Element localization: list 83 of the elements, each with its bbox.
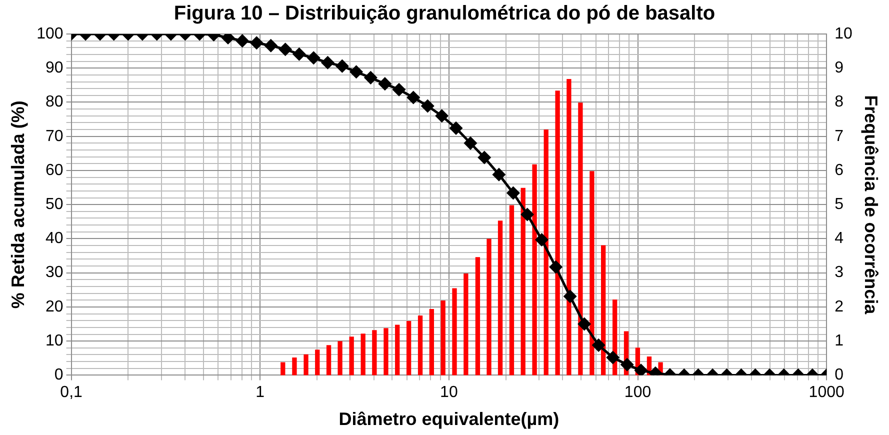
bar (532, 164, 537, 376)
bar (304, 354, 308, 376)
x-tick-label: 100 (624, 384, 652, 402)
y2-tick-label: 9 (834, 60, 844, 77)
point (450, 122, 462, 134)
bar (452, 288, 457, 376)
bar (600, 245, 606, 376)
bar (326, 345, 332, 376)
bar (464, 274, 468, 376)
y-tick-label: 40 (46, 230, 64, 248)
bar (520, 188, 526, 376)
point (307, 52, 320, 64)
bar (349, 336, 354, 376)
y-tick-label: 0 (54, 366, 64, 384)
bar (590, 171, 594, 376)
bar (406, 320, 412, 376)
y-tick-label: 80 (46, 94, 64, 111)
point (535, 233, 548, 246)
bar (486, 238, 492, 376)
y2-tick-label: 4 (834, 230, 844, 248)
point (464, 136, 477, 150)
point (279, 43, 292, 56)
bar (498, 220, 503, 376)
y2-tick-label: 0 (834, 366, 844, 384)
x-tick-label: 1 (256, 384, 265, 402)
bar (509, 205, 514, 376)
y-tick-label: 100 (36, 25, 64, 42)
point (506, 186, 520, 200)
bar (418, 316, 423, 376)
bar (578, 102, 583, 376)
y2-tick-label: 10 (834, 25, 852, 42)
x-tick-label: 0,1 (60, 384, 83, 402)
bar (338, 341, 342, 376)
bar (372, 330, 377, 376)
bar (555, 90, 560, 376)
bar (280, 362, 286, 376)
bar (315, 350, 320, 376)
y2-tick-label: 2 (834, 298, 844, 316)
point (436, 110, 448, 122)
point (521, 208, 534, 221)
point (321, 56, 334, 69)
x-tick-label: 1000 (808, 384, 844, 402)
y2-tick-label: 5 (834, 196, 844, 214)
y-tick-label: 90 (46, 60, 64, 77)
bar (384, 328, 388, 376)
point (364, 71, 377, 84)
y2-axis-title: Frequência de ocorrência (861, 95, 882, 316)
bar (566, 79, 572, 376)
y2-tick-label: 8 (834, 94, 844, 111)
point (492, 168, 506, 181)
y2-tick-label: 7 (834, 128, 844, 145)
bar (475, 257, 480, 376)
point (336, 60, 348, 72)
y2-tick-label: 1 (834, 332, 844, 350)
point (478, 151, 491, 164)
point (407, 91, 420, 104)
y-tick-label: 60 (46, 162, 64, 179)
bar (395, 324, 400, 376)
y2-tick-label: 6 (834, 162, 844, 179)
x-axis-title: Diâmetro equivalente(µm) (338, 409, 560, 430)
bar (440, 300, 446, 376)
bar (544, 130, 548, 376)
bar (429, 309, 434, 376)
bar (292, 357, 297, 376)
bar (360, 334, 366, 376)
y-tick-label: 30 (46, 264, 64, 282)
chart-title: Figura 10 – Distribuição granulométrica do pó de basalto (174, 2, 716, 25)
x-tick-label: 10 (440, 384, 458, 402)
point (392, 83, 406, 96)
y2-tick-label: 3 (834, 264, 844, 282)
y-tick-label: 50 (46, 196, 64, 214)
point (250, 36, 263, 50)
point (236, 34, 249, 48)
point (292, 48, 306, 60)
y-tick-label: 70 (46, 128, 64, 145)
y-tick-label: 10 (46, 332, 64, 350)
point (222, 34, 234, 44)
point (421, 100, 434, 112)
point (350, 66, 363, 78)
point (264, 39, 278, 52)
y-tick-label: 20 (46, 298, 64, 316)
y-axis-title: % Retida acumulada (%) (8, 100, 28, 309)
point (378, 78, 392, 90)
